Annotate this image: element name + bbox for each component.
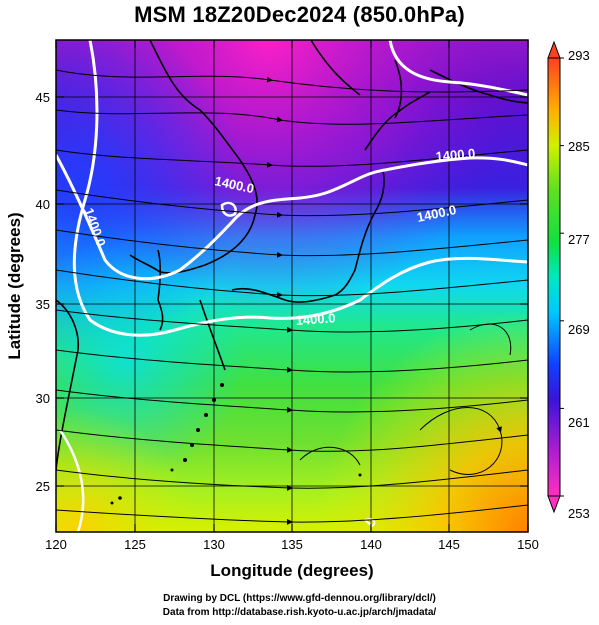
colorbar-label: 285 bbox=[568, 139, 590, 154]
y-ticks bbox=[56, 96, 528, 487]
coastlines bbox=[56, 40, 528, 471]
streamlines bbox=[56, 69, 528, 525]
colorbar-label: 269 bbox=[568, 322, 590, 337]
colorbar-label: 261 bbox=[568, 415, 590, 430]
map-plot-area: 1400.0 1400.0 1400.0 1400.0 1400.0 bbox=[56, 40, 528, 532]
x-ticks bbox=[55, 40, 529, 532]
contour-label: 1400.0 bbox=[435, 146, 476, 164]
x-tick-labels: 120 125 130 135 140 145 150 bbox=[45, 537, 539, 552]
y-tick-label: 35 bbox=[36, 297, 50, 312]
x-tick-label: 120 bbox=[45, 537, 67, 552]
colorbar-min-triangle bbox=[547, 495, 561, 514]
y-tick-label: 25 bbox=[36, 479, 50, 494]
x-tick-label: 130 bbox=[203, 537, 225, 552]
x-tick-label: 125 bbox=[124, 537, 146, 552]
colorbar-max-triangle bbox=[547, 40, 561, 59]
contour-lines bbox=[56, 40, 528, 532]
credit-line: Drawing by DCL (https://www.gfd-dennou.o… bbox=[163, 593, 436, 604]
x-tick-label: 145 bbox=[438, 537, 460, 552]
x-axis-title: Longitude (degrees) bbox=[210, 561, 373, 580]
colorbar-label: 277 bbox=[568, 232, 590, 247]
y-axis-title: Latitude (degrees) bbox=[5, 212, 24, 359]
credits: Drawing by DCL (https://www.gfd-dennou.o… bbox=[0, 592, 599, 620]
colorbar-label: 253 bbox=[568, 506, 590, 521]
x-tick-label: 140 bbox=[360, 537, 382, 552]
x-tick-label: 150 bbox=[517, 537, 539, 552]
colorbar-labels: 253 261 269 277 285 293 bbox=[568, 48, 590, 521]
y-tick-label: 40 bbox=[36, 197, 50, 212]
islands bbox=[110, 383, 362, 505]
y-tick-labels: 25 30 35 40 45 bbox=[36, 90, 50, 494]
y-tick-label: 30 bbox=[36, 391, 50, 406]
x-tick-label: 135 bbox=[281, 537, 303, 552]
colorbar: 253 261 269 277 285 293 bbox=[547, 40, 590, 521]
colorbar-label: 293 bbox=[568, 48, 590, 63]
credit-line: Data from http://database.rish.kyoto-u.a… bbox=[162, 607, 437, 618]
chart-title: MSM 18Z20Dec2024 (850.0hPa) bbox=[134, 2, 465, 27]
y-tick-label: 45 bbox=[36, 90, 50, 105]
contour-label: 1400.0 bbox=[295, 310, 336, 328]
